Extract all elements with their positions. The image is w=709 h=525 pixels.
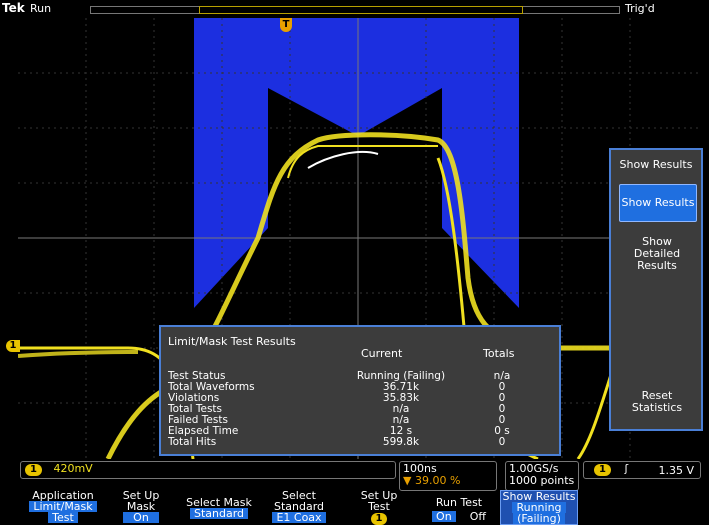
results-label-cell: Total Hits [168,437,216,448]
acquisition-state: Run [30,2,51,15]
label-line: Run Test [420,497,498,508]
value-label: On [123,512,159,523]
trigger-position-marker[interactable]: T [280,18,292,32]
channel1-ground-marker[interactable]: 1 [6,340,20,352]
channel1-volts-div: 420mV [53,462,92,475]
label-line: Test [340,501,418,512]
acquisition-readout[interactable]: 1.00GS/s 1000 points [505,461,579,491]
application-menu-button[interactable]: Application Limit/Mask Test [24,490,102,525]
record-view-bar [90,6,620,14]
side-menu-title: Show Results [611,158,701,171]
horizontal-readout[interactable]: 100ns ▼ 39.00 % [399,461,497,491]
reset-statistics-button[interactable]: Reset Statistics [619,390,695,414]
trigger-level: 1.35 V [658,464,694,477]
side-menu: Show Results Show Results Show Detailed … [609,148,703,431]
set-up-test-button[interactable]: Set Up Test 1 [340,490,418,525]
trigger-state: Trig'd [625,2,655,15]
select-mask-button[interactable]: Select Mask Standard [180,490,258,525]
label-line: Results [619,260,695,272]
channel1-scale-readout[interactable]: 1 420mV [20,461,396,479]
results-current-cell: 599.8k [341,437,461,448]
value-label: Test [48,512,78,523]
value-label: (Failing) [513,513,565,524]
results-title: Limit/Mask Test Results [168,335,296,348]
run-off-option: Off [470,510,486,523]
run-on-option: On [432,511,456,522]
show-detailed-results-button[interactable]: Show Detailed Results [619,236,695,272]
select-standard-button[interactable]: Select Standard E1 Coax [260,490,338,525]
trigger-position-icon: ▼ [403,474,411,487]
run-test-button[interactable]: Run Test On Off [420,490,498,525]
results-col-current: Current [361,347,402,360]
trigger-position-readout: ▼ 39.00 % [403,475,493,487]
channel1-badge: 1 [25,464,42,476]
value-label: Standard [190,508,248,519]
brand-logo: Tek [2,1,25,15]
mask-test-results-panel: Limit/Mask Test Results Current Totals T… [159,325,561,456]
channel-badge: 1 [371,513,388,525]
value-label: E1 Coax [272,512,325,523]
results-total-cell: 0 [461,437,543,448]
trigger-source-badge: 1 [594,464,611,476]
label-line: Statistics [619,402,695,414]
record-view-window [199,6,523,14]
trigger-readout[interactable]: 1 ʃ 1.35 V [583,461,701,479]
record-length: 1000 points [509,475,575,487]
show-results-menu-button[interactable]: Show Results Running (Failing) [500,490,578,525]
rising-edge-icon: ʃ [624,462,628,475]
top-status-bar: Tek Run Trig'd [0,0,709,18]
show-results-button[interactable]: Show Results [619,184,697,222]
set-up-mask-button[interactable]: Set Up Mask On [104,490,178,525]
results-col-totals: Totals [483,347,514,360]
